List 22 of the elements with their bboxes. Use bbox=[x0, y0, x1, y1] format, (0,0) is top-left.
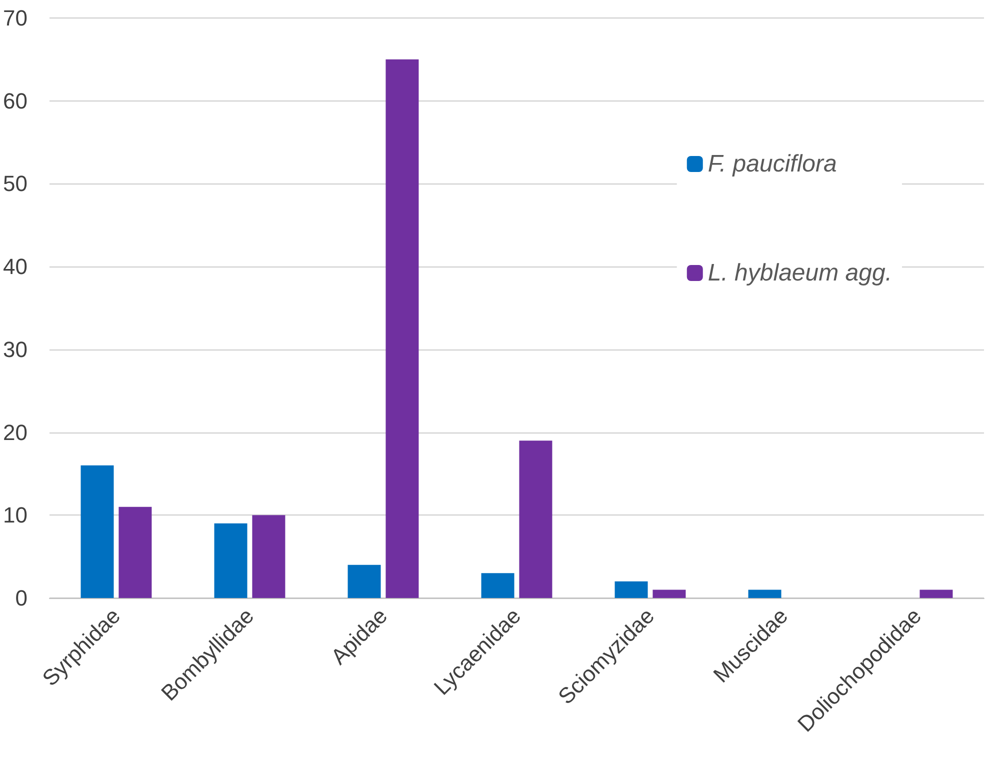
legend-label: L. hyblaeum agg. bbox=[708, 260, 892, 286]
bar bbox=[920, 590, 953, 598]
bar bbox=[481, 573, 514, 598]
bar bbox=[386, 59, 419, 598]
y-tick-label: 40 bbox=[2, 254, 28, 280]
y-tick-label: 70 bbox=[2, 6, 28, 30]
y-tick-label: 60 bbox=[2, 88, 28, 114]
y-tick-label: 20 bbox=[2, 420, 28, 445]
bar bbox=[652, 590, 686, 598]
bar bbox=[80, 465, 114, 598]
bar bbox=[614, 581, 648, 598]
legend-label: F. pauciflora bbox=[708, 150, 837, 178]
bar bbox=[252, 515, 286, 598]
bar bbox=[118, 506, 152, 598]
bar bbox=[748, 590, 782, 598]
y-tick-label: 50 bbox=[2, 171, 28, 196]
bar bbox=[214, 523, 248, 598]
bar bbox=[519, 440, 552, 598]
y-tick-label: 30 bbox=[2, 336, 28, 362]
bar bbox=[348, 564, 381, 598]
y-tick-label: 10 bbox=[2, 502, 28, 528]
y-tick-label: 0 bbox=[15, 586, 28, 610]
